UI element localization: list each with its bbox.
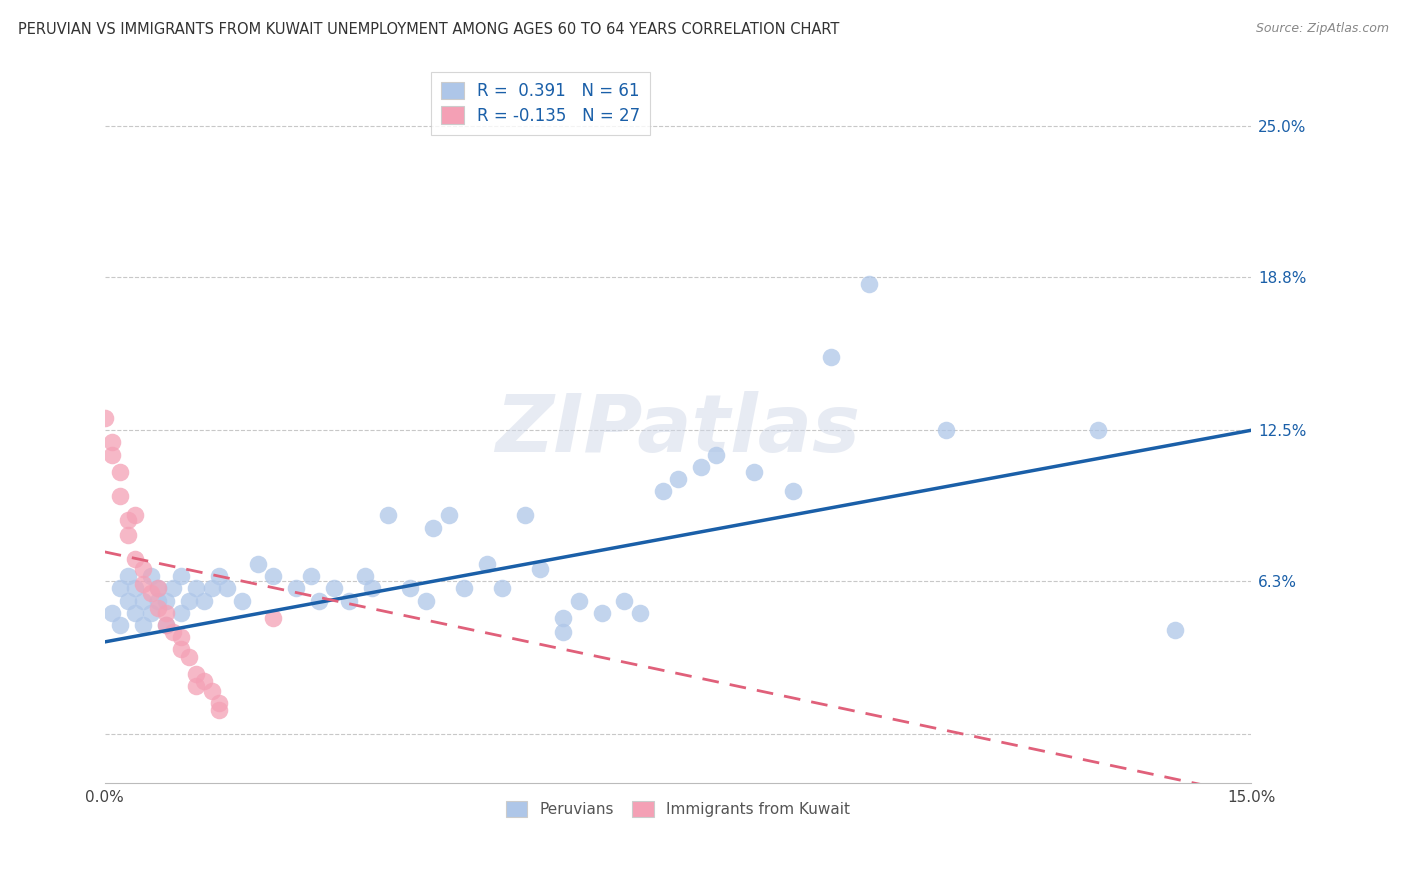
Point (101, 435, 124, 450)
Point (513, 508, 536, 523)
Point (377, 508, 399, 523)
Point (108, 618, 131, 632)
Point (155, 618, 177, 632)
Point (139, 606, 162, 620)
Point (155, 606, 177, 620)
Point (613, 593, 636, 607)
Point (284, 582, 307, 596)
Point (108, 582, 131, 596)
Point (124, 582, 146, 596)
Point (208, 696, 231, 710)
Point (139, 569, 162, 583)
Point (186, 666, 208, 681)
Point (170, 630, 193, 644)
Point (139, 586, 162, 600)
Point (186, 679, 208, 693)
Text: ZIPatlas: ZIPatlas (495, 392, 860, 469)
Point (246, 557, 269, 571)
Point (553, 610, 575, 624)
Point (124, 606, 146, 620)
Point (117, 528, 139, 542)
Point (453, 582, 475, 596)
Point (148, 593, 170, 607)
Point (820, 351, 842, 365)
Point (193, 673, 215, 688)
Point (162, 582, 184, 596)
Point (101, 448, 124, 462)
Point (170, 642, 193, 657)
Point (148, 582, 170, 596)
Point (1087, 423, 1109, 437)
Point (215, 582, 238, 596)
Point (568, 593, 591, 607)
Point (361, 582, 384, 596)
Point (422, 520, 444, 534)
Text: Source: ZipAtlas.com: Source: ZipAtlas.com (1256, 22, 1389, 36)
Point (170, 606, 193, 620)
Point (117, 569, 139, 583)
Point (782, 484, 804, 499)
Point (353, 569, 375, 583)
Point (117, 593, 139, 607)
Point (177, 593, 200, 607)
Point (132, 562, 155, 576)
Point (475, 557, 498, 571)
Point (132, 576, 155, 591)
Point (101, 606, 124, 620)
Point (262, 610, 284, 624)
Point (193, 593, 215, 607)
Point (529, 562, 551, 576)
Text: PERUVIAN VS IMMIGRANTS FROM KUWAIT UNEMPLOYMENT AMONG AGES 60 TO 64 YEARS CORREL: PERUVIAN VS IMMIGRANTS FROM KUWAIT UNEMP… (18, 22, 839, 37)
Point (201, 683, 224, 698)
Point (858, 277, 880, 292)
Point (553, 625, 575, 640)
Point (132, 618, 155, 632)
Point (148, 582, 170, 596)
Point (399, 582, 422, 596)
Point (299, 569, 322, 583)
Point (628, 606, 651, 620)
Legend: Peruvians, Immigrants from Kuwait: Peruvians, Immigrants from Kuwait (498, 794, 858, 825)
Point (1164, 623, 1187, 637)
Point (124, 552, 146, 566)
Point (323, 582, 346, 596)
Point (666, 472, 689, 486)
Point (201, 582, 224, 596)
Point (415, 593, 437, 607)
Point (437, 508, 460, 523)
Point (162, 625, 184, 640)
Point (108, 465, 131, 479)
Point (155, 593, 177, 607)
Point (651, 484, 673, 499)
Point (337, 593, 360, 607)
Point (117, 513, 139, 527)
Point (690, 459, 713, 474)
Point (591, 606, 613, 620)
Point (208, 703, 231, 717)
Point (124, 508, 146, 523)
Point (231, 593, 253, 607)
Point (93, 411, 115, 425)
Point (208, 569, 231, 583)
Point (108, 489, 131, 503)
Point (704, 448, 727, 462)
Point (155, 618, 177, 632)
Point (177, 649, 200, 664)
Point (308, 593, 330, 607)
Point (170, 569, 193, 583)
Point (132, 593, 155, 607)
Point (744, 465, 766, 479)
Point (148, 600, 170, 615)
Point (491, 582, 513, 596)
Point (186, 582, 208, 596)
Point (262, 569, 284, 583)
Point (935, 423, 957, 437)
